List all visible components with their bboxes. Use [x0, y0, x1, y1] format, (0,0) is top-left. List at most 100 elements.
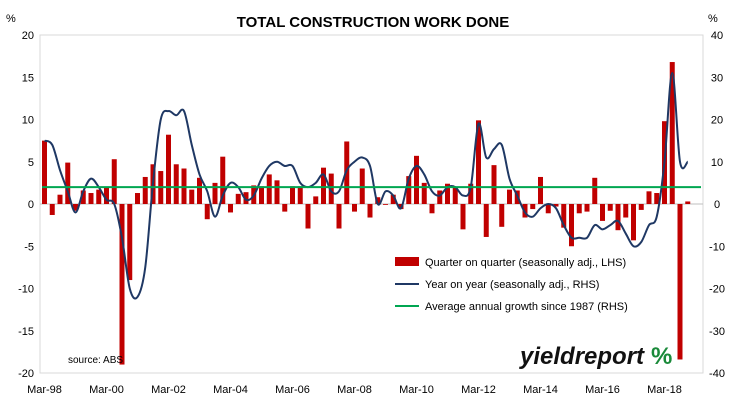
- bar: [545, 204, 551, 214]
- bar: [127, 204, 133, 281]
- legend-label: Year on year (seasonally adj., RHS): [425, 279, 599, 291]
- right-tick-label: 20: [711, 115, 723, 127]
- bar: [491, 165, 497, 204]
- bar: [569, 204, 574, 247]
- bar: [538, 176, 543, 204]
- bar: [685, 201, 691, 204]
- left-tick-label: 5: [28, 157, 34, 169]
- bar: [499, 204, 505, 227]
- bar: [561, 204, 567, 228]
- bar: [646, 191, 652, 204]
- bar: [468, 183, 474, 204]
- bar: [135, 193, 140, 204]
- bar: [476, 120, 481, 204]
- logo-percent-symbol: %: [651, 343, 672, 370]
- bar: [352, 204, 357, 212]
- bar: [282, 204, 288, 212]
- bar: [197, 177, 202, 204]
- bar: [367, 204, 373, 218]
- left-tick-label: -20: [18, 368, 34, 380]
- bar: [638, 204, 644, 210]
- bar: [414, 155, 419, 204]
- bar: [96, 189, 102, 204]
- bar: [437, 190, 443, 204]
- x-tick-label: Mar-16: [585, 384, 620, 396]
- left-tick-label: -5: [24, 241, 34, 253]
- bar: [654, 193, 660, 204]
- bar: [321, 167, 326, 204]
- chart-title: TOTAL CONSTRUCTION WORK DONE: [237, 14, 510, 31]
- bar: [530, 204, 536, 210]
- bar: [259, 186, 264, 204]
- bar: [336, 204, 342, 229]
- bar: [677, 204, 683, 360]
- bar: [623, 204, 629, 218]
- right-tick-label: -30: [709, 326, 725, 338]
- x-tick-label: Mar-02: [151, 384, 186, 396]
- bar: [553, 204, 559, 207]
- x-tick-label: Mar-04: [213, 384, 248, 396]
- x-tick-label: Mar-06: [275, 384, 310, 396]
- bar: [607, 204, 613, 211]
- bar: [274, 180, 280, 204]
- bar: [212, 182, 218, 204]
- bar: [65, 162, 71, 204]
- bar: [390, 194, 396, 204]
- legend: Quarter on quarter (seasonally adj., LHS…: [395, 257, 628, 313]
- bar: [104, 187, 109, 204]
- x-tick-label: Mar-14: [523, 384, 558, 396]
- right-axis-unit: %: [708, 13, 718, 25]
- right-tick-label: -20: [709, 284, 725, 296]
- x-tick-label: Mar-18: [647, 384, 682, 396]
- bar: [57, 194, 63, 204]
- x-tick-label: Mar-98: [27, 384, 62, 396]
- bar: [243, 192, 249, 204]
- x-tick-label: Mar-10: [399, 384, 434, 396]
- x-tick-label: Mar-08: [337, 384, 372, 396]
- bar: [88, 193, 94, 204]
- bar: [429, 204, 435, 214]
- logo-wordmark: yieldreport: [519, 343, 645, 370]
- left-tick-label: -15: [18, 326, 34, 338]
- yieldreport-logo: yieldreport %: [519, 343, 672, 370]
- left-tick-label: 10: [22, 115, 34, 127]
- bar: [142, 176, 148, 204]
- bar: [669, 62, 675, 204]
- bar: [73, 204, 78, 211]
- bar: [460, 204, 466, 230]
- bar: [220, 156, 226, 204]
- right-tick-label: -40: [709, 368, 725, 380]
- bar: [189, 189, 195, 204]
- bar: [507, 189, 512, 204]
- left-tick-label: 15: [22, 72, 34, 84]
- bar: [42, 140, 47, 204]
- legend-label: Average annual growth since 1987 (RHS): [425, 301, 628, 313]
- source-annotation: source: ABS: [68, 355, 123, 366]
- bar: [576, 204, 582, 214]
- bar: [173, 164, 179, 204]
- bar: [313, 196, 319, 204]
- bar: [49, 204, 55, 215]
- bar: [235, 193, 241, 204]
- bar: [266, 174, 272, 204]
- yoy-series-line: [44, 72, 689, 300]
- bar: [204, 204, 210, 220]
- bar: [228, 204, 233, 213]
- right-tick-label: 10: [711, 157, 723, 169]
- bar: [80, 190, 86, 204]
- right-tick-label: 0: [714, 199, 720, 211]
- bar: [305, 204, 311, 229]
- bar: [421, 182, 427, 204]
- right-tick-label: 40: [711, 30, 723, 42]
- bar: [631, 204, 636, 241]
- x-tick-label: Mar-12: [461, 384, 496, 396]
- bar: [406, 176, 412, 204]
- legend-swatch-bar: [395, 257, 419, 266]
- bar: [483, 204, 489, 237]
- left-axis-unit: %: [6, 13, 16, 25]
- bar: [166, 134, 171, 204]
- bar: [445, 183, 450, 204]
- x-tick-label: Mar-00: [89, 384, 124, 396]
